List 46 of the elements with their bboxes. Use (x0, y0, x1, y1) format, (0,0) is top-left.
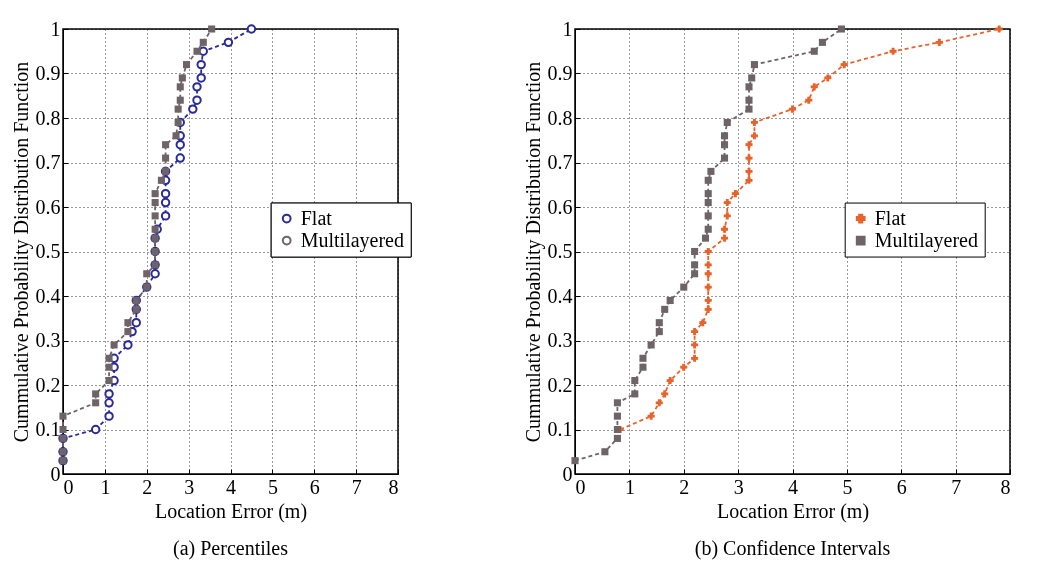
x-tick-label: 7 (951, 475, 962, 498)
x-tick-label: 4 (226, 475, 236, 498)
y-tick-label: 0.3 (547, 329, 573, 351)
y-tick-label: 0.9 (547, 62, 573, 84)
legend-label: Flat (874, 206, 907, 229)
x-tick-label: 2 (142, 475, 153, 498)
x-tick-label: 4 (788, 475, 798, 498)
y-tick-label: 0.3 (35, 329, 61, 351)
y-tick-label: 0.5 (547, 240, 573, 262)
x-tick-label: 5 (267, 475, 278, 498)
x-tick-label: 8 (388, 475, 399, 498)
text: (a) Percentiles (173, 537, 289, 560)
x-tick-label: 5 (842, 475, 853, 498)
x-tick-label: 1 (100, 475, 111, 498)
x-tick-label: 2 (679, 475, 690, 498)
x-tick-label: 8 (1000, 475, 1011, 498)
y-tick-label: 0.7 (35, 151, 61, 173)
legend-label: Multilayered (874, 228, 979, 252)
x-tick-label: 1 (624, 475, 635, 498)
y-tick-label: 0.2 (35, 373, 61, 396)
legend-label: Multilayered (300, 228, 405, 252)
x-tick-label: 3 (184, 475, 195, 498)
text: (b) Confidence Intervals (694, 537, 891, 560)
y-axis-title: Cummulative Probability Distribution Function (521, 61, 545, 443)
x-tick-label: 6 (309, 475, 320, 498)
y-tick-label: 0.5 (35, 240, 61, 262)
y-tick-label: 0.6 (547, 195, 573, 218)
x-axis-title: Location Error (m) (154, 499, 308, 523)
y-tick-label: 0.7 (547, 151, 573, 173)
y-tick-label: 0.8 (547, 106, 573, 129)
legend-label: Flat (300, 206, 333, 229)
y-tick-label: 0.6 (35, 195, 61, 218)
y-tick-label: 1 (50, 17, 61, 40)
y-tick-label: 0.1 (547, 418, 573, 440)
y-axis-title: Cummulative Probability Distribution Function (9, 61, 33, 443)
x-tick-label: 6 (896, 475, 907, 498)
y-tick-label: 0.9 (35, 62, 61, 84)
y-tick-label: 0.1 (35, 418, 61, 440)
y-tick-label: 1 (562, 17, 573, 40)
x-tick-label: 3 (733, 475, 744, 498)
y-tick-label: 0.4 (547, 284, 573, 307)
x-tick-label: 7 (351, 475, 362, 498)
x-axis-title: Location Error (m) (716, 499, 870, 523)
y-tick-label: 0.2 (547, 373, 573, 396)
y-tick-label: 0.8 (35, 106, 61, 129)
y-tick-label: 0.4 (35, 284, 61, 307)
